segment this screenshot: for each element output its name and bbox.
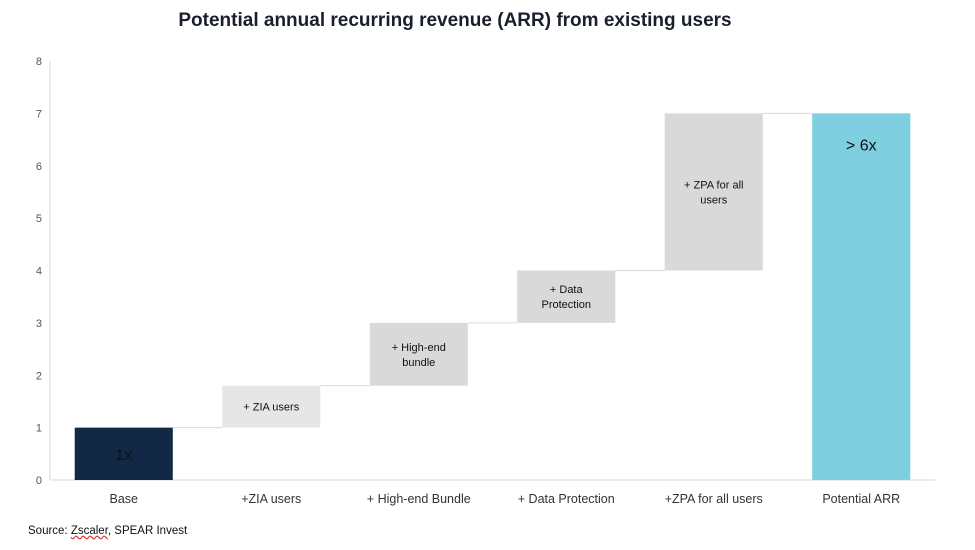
x-category-label: Base [110,492,139,506]
x-category-label: Potential ARR [822,492,900,506]
y-tick-label: 3 [36,318,42,330]
bar-3 [517,270,616,323]
bar-4 [664,113,763,271]
x-category-label: + Data Protection [518,492,615,506]
bar-label: + ZPA for all users [684,179,743,206]
bar-2 [369,322,468,386]
bar-label: > 6x [846,137,877,154]
bar-5 [812,113,911,480]
y-tick-label: 8 [36,56,42,68]
y-tick-label: 0 [36,475,42,487]
bar-label-line: > 6x [846,137,877,154]
bar-label-line: bundle [402,357,435,369]
source-note: Source: Zscaler, SPEAR Invest [28,525,187,537]
x-category-label: +ZPA for all users [665,492,763,506]
y-tick-label: 4 [36,266,42,278]
y-tick-label: 2 [36,370,42,382]
bar-label-line: + ZPA for all [684,179,743,191]
bar-label-line: + Data [550,284,584,296]
x-category-label: + High-end Bundle [367,492,471,506]
y-tick-label: 7 [36,108,42,120]
bar-0 [74,427,173,480]
x-category-label: +ZIA users [241,492,301,506]
bar-label: + ZIA users [243,402,299,414]
y-tick-label: 1 [36,423,42,435]
bar-label: + Data Protection [541,284,591,311]
bar-label: + High-end bundle [392,342,446,369]
source-prefix: Source: [28,525,71,537]
y-tick-label: 5 [36,213,42,225]
bar-1 [222,385,321,428]
bar-label-line: Protection [541,299,591,311]
bar-label: 1x [115,447,132,464]
bar-label-line: 1x [115,447,132,464]
bar-label-line: users [700,194,727,206]
source-underlined: Zscaler [70,525,108,537]
y-tick-label: 6 [36,161,42,173]
bar-label-line: + ZIA users [243,402,299,414]
source-suffix: , SPEAR Invest [107,525,188,537]
chart-title: Potential annual recurring revenue (ARR)… [178,10,732,31]
bar-label-line: + High-end [392,342,446,354]
